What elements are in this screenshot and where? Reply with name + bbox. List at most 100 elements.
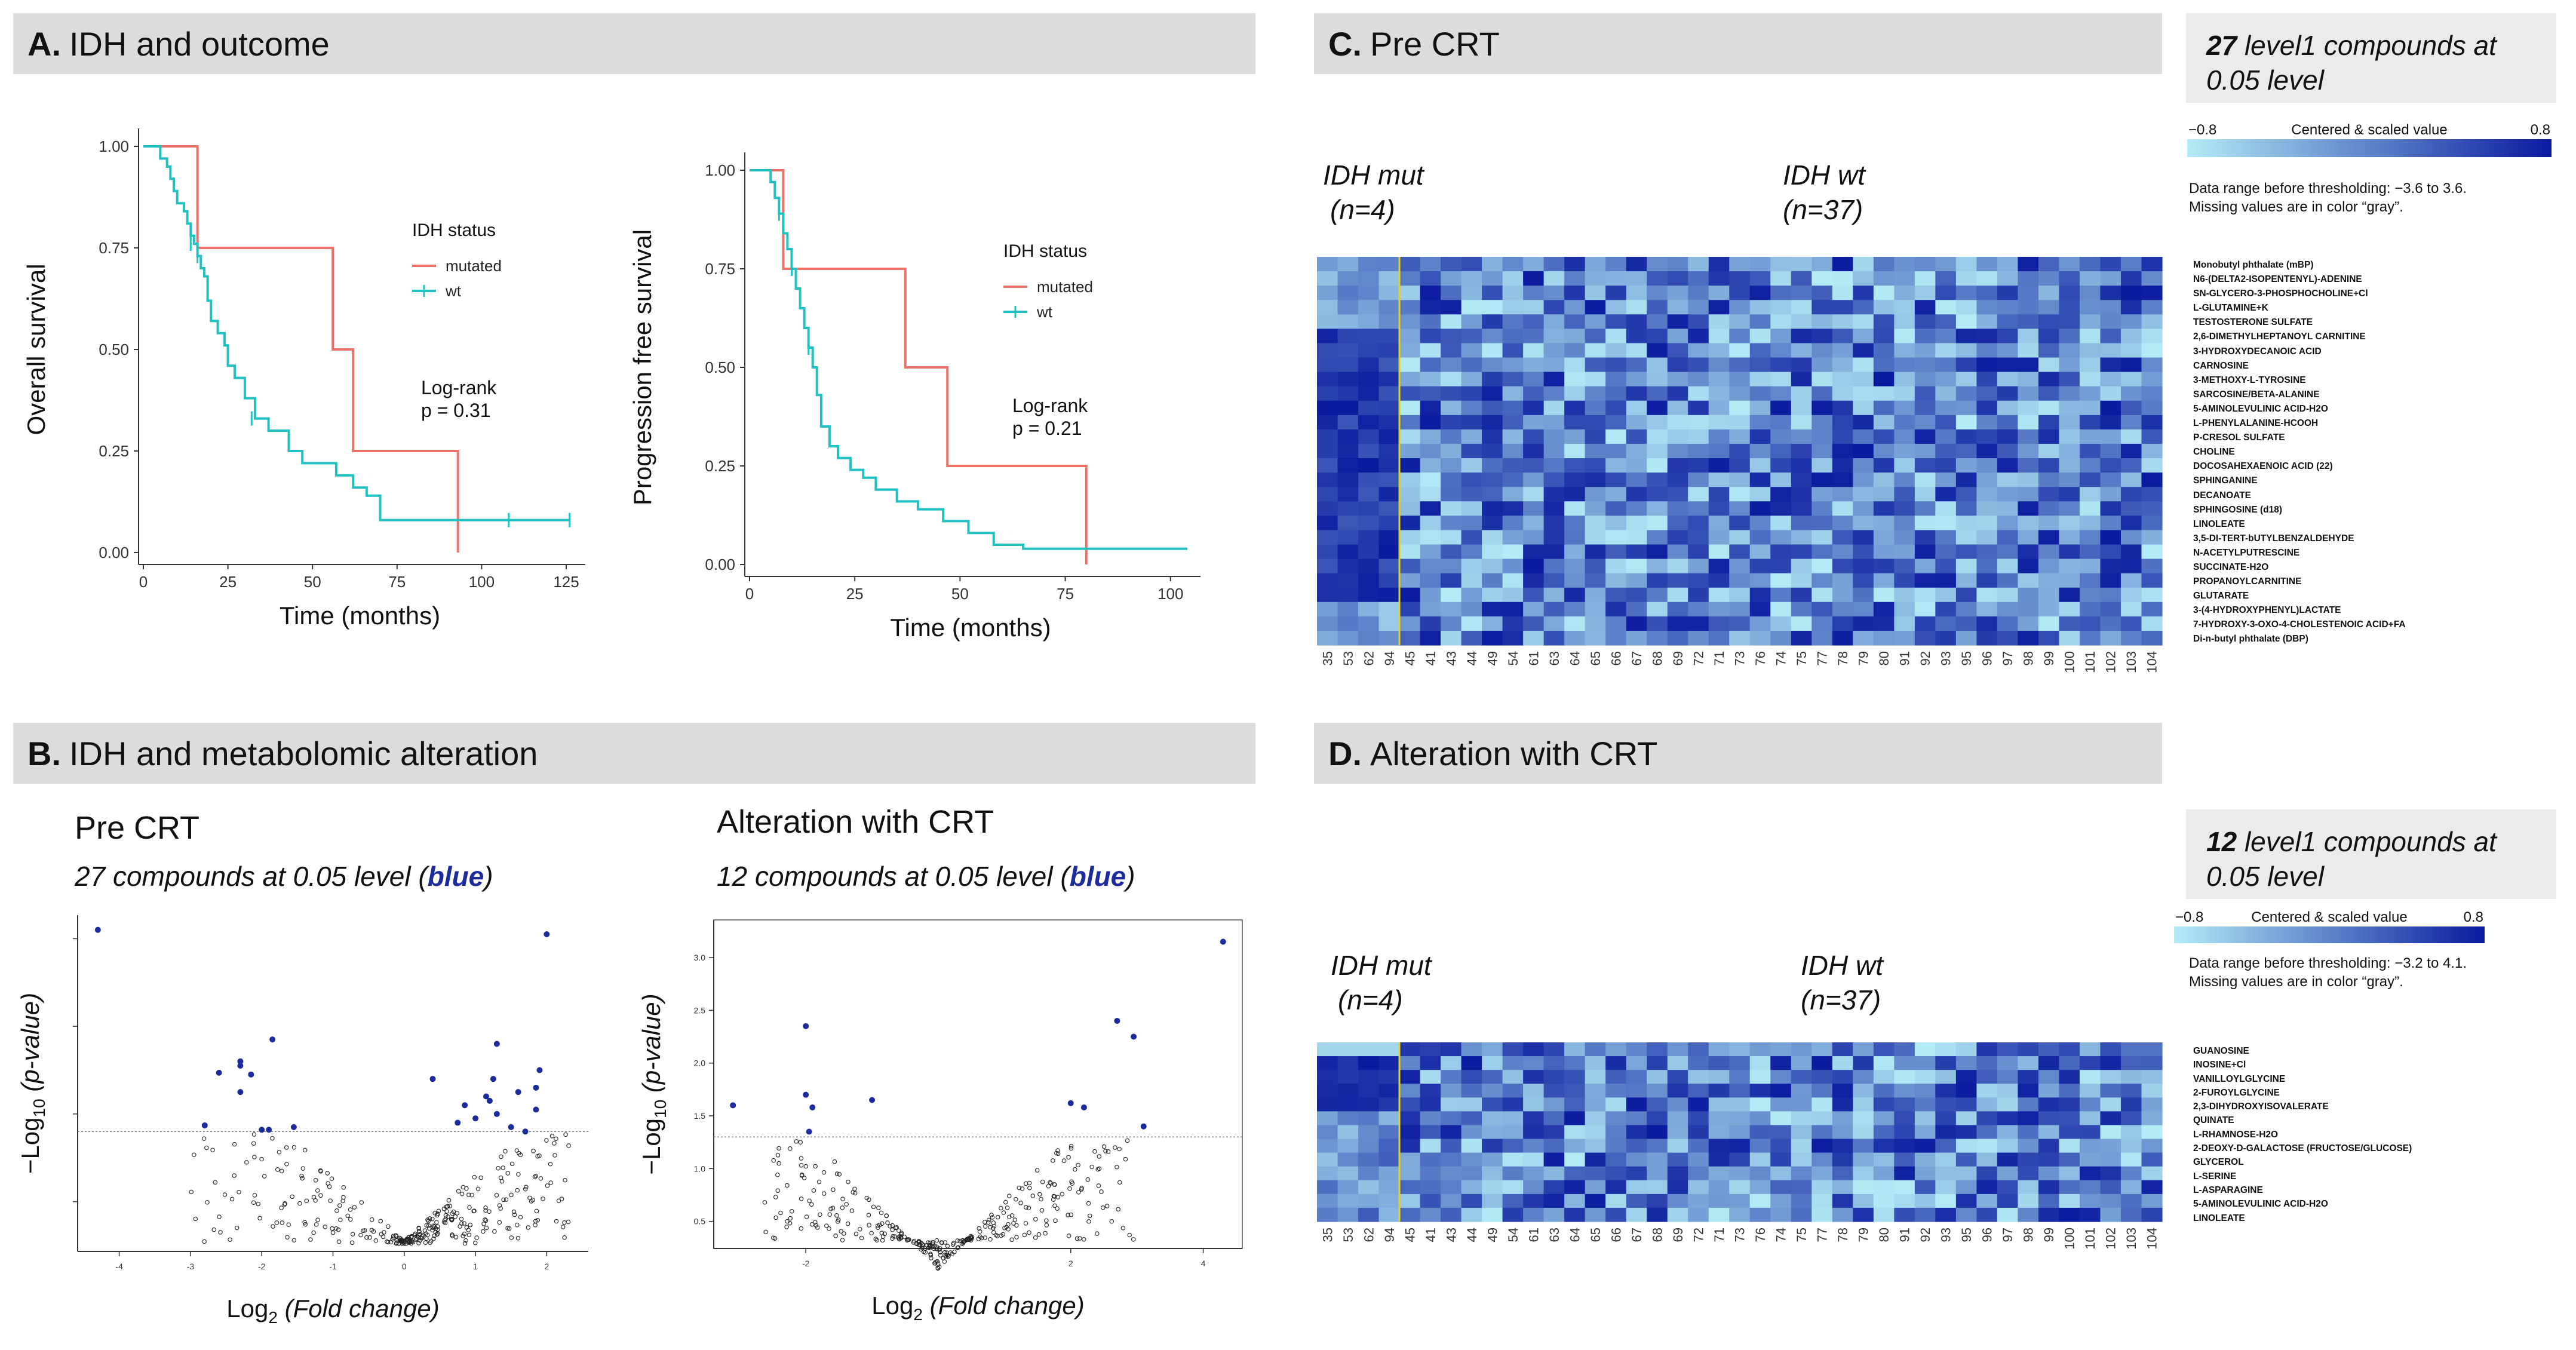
volcano-point [483,1218,489,1223]
heat-cell [1914,271,1936,286]
volcano-point [429,1238,434,1244]
heat-cell [2059,1207,2080,1222]
sample-label: 66 [1608,651,1623,665]
volcano-point [925,1242,929,1248]
heat-cell [1543,1097,1565,1112]
heat-cell [1585,1166,1606,1181]
volcano-point [1113,1145,1117,1150]
volcano-point [1082,1237,1086,1242]
heat-cell [2059,1152,2080,1167]
heat-cell [1853,329,1874,344]
heat-cell [1688,544,1709,560]
heat-cell [1955,1084,1977,1098]
heat-cell [1955,516,1977,531]
heat-cell [1605,1125,1627,1140]
heat-cell [1461,530,1482,545]
heat-cell [1976,587,1998,603]
heat-cell [1955,400,1977,416]
heat-cell [1399,573,1421,588]
heat-cell [1337,559,1359,574]
volcano-point [1127,1232,1132,1238]
volcano-point [1005,1205,1010,1210]
volcano-point [788,1146,793,1151]
volcano-point [1074,1236,1080,1241]
heat-cell [2079,415,2101,430]
heat-cell [2038,516,2060,531]
heat-cell [2038,314,2060,329]
heat-cell [1502,429,1524,444]
volcano-point [394,1241,399,1246]
heat-cell [1729,1084,1751,1098]
volcano-point [1066,1234,1071,1238]
heat-cell [1997,1125,2019,1140]
volcano-point [302,1148,308,1153]
heat-cell [1749,286,1771,300]
heat-cell [2100,516,2121,531]
heat-cell [1337,516,1359,531]
heat-cell [2141,257,2163,272]
compound-label: DECANOATE [2193,490,2252,501]
heat-cell [2100,372,2121,387]
heat-cell [1688,271,1709,286]
heat-cell [1523,443,1545,459]
heat-cell [1894,1180,1915,1195]
heat-cell [1564,286,1586,300]
volcano-point [484,1225,489,1231]
heat-cell [1955,602,1977,617]
sample-label: 77 [1815,1228,1830,1242]
compound-label: 3,5-DI-TERT-bUTYLBENZALDEHYDE [2193,533,2354,544]
heat-cell [1914,516,1936,531]
volcano-point [286,1222,291,1227]
volcano-point [402,1241,407,1246]
volcano-point [821,1170,827,1175]
subtitle-close: ) [484,861,493,892]
heat-cell [1667,357,1688,373]
heat-cell [1441,372,1462,387]
heat-cell [1502,501,1524,516]
volcano-point [434,1220,439,1225]
heat-cell [2018,1180,2039,1195]
heat-cell [2141,559,2163,574]
volcano-point [512,1212,517,1217]
x-tick-label: 100 [1157,585,1183,603]
volcano-point [827,1226,831,1231]
heat-cell [2018,386,2039,401]
heat-cell [1976,1166,1998,1181]
heat-cell [1749,516,1771,531]
heat-cell [2079,559,2101,574]
heat-cell [1420,573,1441,588]
heat-cell [1873,286,1895,300]
heat-cell [1543,1152,1565,1167]
volcano-point [1096,1183,1101,1188]
heat-cell [1399,530,1421,545]
heat-cell [1770,257,1792,272]
volcano-point [1116,1207,1120,1212]
heat-cell [1873,1125,1895,1140]
heat-cell [1708,544,1730,560]
heat-cell [1997,1166,2019,1181]
volcano-point [279,1168,284,1174]
heat-cell [1543,573,1565,588]
volcano-point [1066,1155,1071,1160]
heat-cell [1791,314,1812,329]
heat-cell [1337,314,1359,329]
heat-cell [1873,1097,1895,1112]
heat-cell [2018,372,2039,387]
heat-cell [1441,443,1462,459]
heat-cell [1523,300,1545,315]
heat-cell [2018,573,2039,588]
x-tick-label: 125 [553,573,579,591]
heat-cell [1647,1139,1668,1153]
heat-cell [1955,271,1977,286]
heat-cell [1399,443,1421,459]
heat-cell [1997,329,2019,344]
heat-cell [1791,1111,1812,1126]
heat-cell [1955,487,1977,502]
heat-cell [1585,271,1606,286]
volcano-point [237,1189,241,1195]
heat-cell [1708,587,1730,603]
heat-cell [2079,501,2101,516]
heat-cell [1399,372,1421,387]
panel-d-info-box: 12 level1 compounds at 0.05 level [2186,809,2556,899]
heat-cell [1688,616,1709,631]
